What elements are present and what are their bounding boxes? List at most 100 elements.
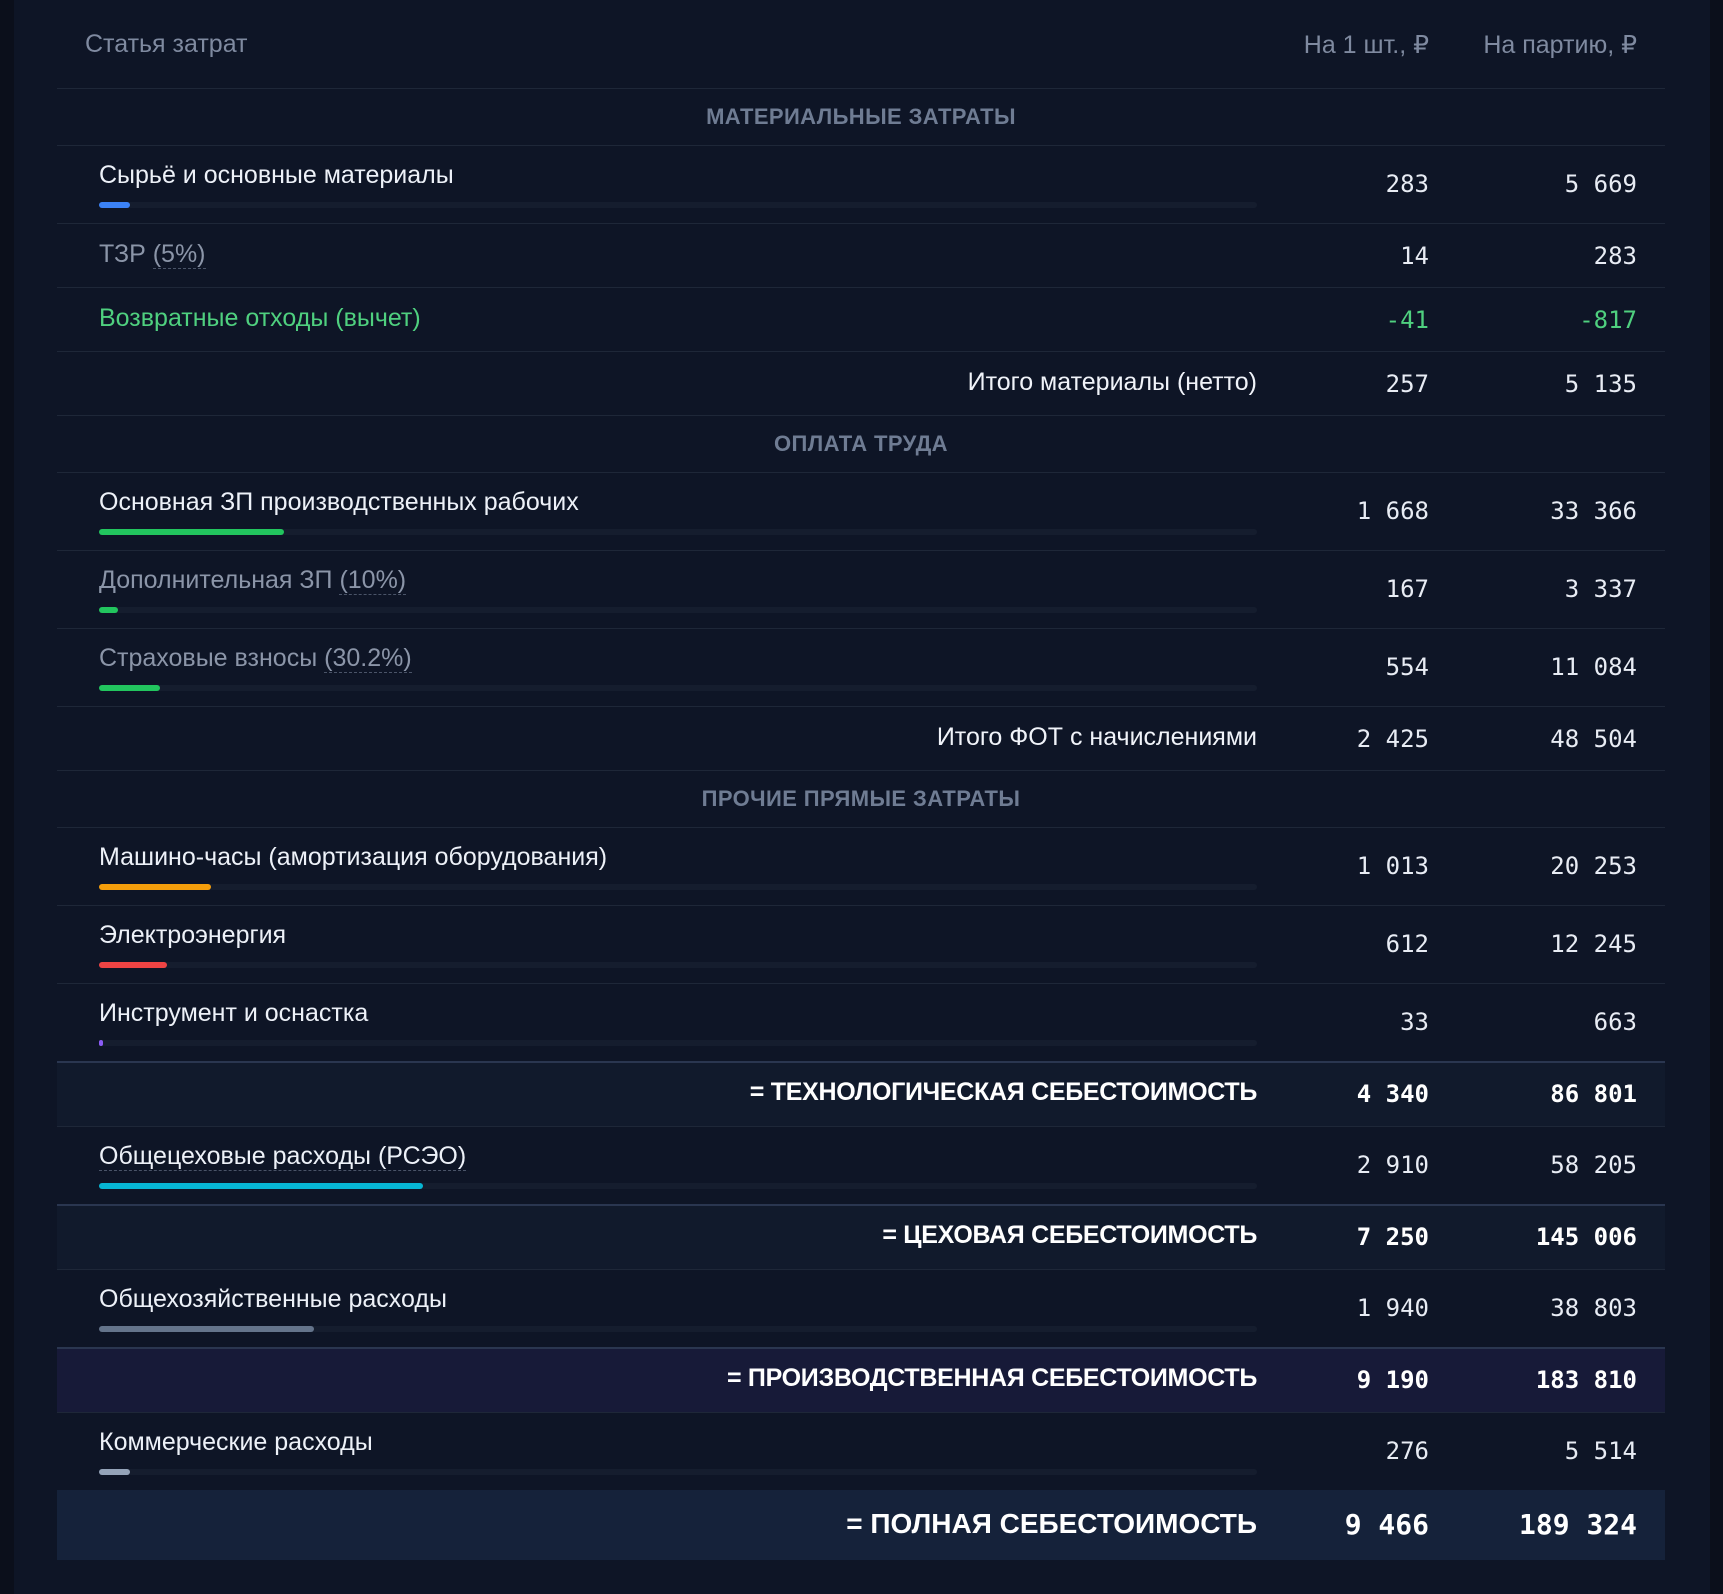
row-percent[interactable]: (30.2%) <box>324 644 412 673</box>
share-bar-track <box>99 607 1257 613</box>
share-bar-fill <box>99 1469 130 1475</box>
row-percent[interactable]: (10%) <box>339 566 407 595</box>
batch-cost: 3 337 <box>1564 575 1637 603</box>
subtotal-label: Итого материалы (нетто) <box>967 368 1257 396</box>
share-bar-fill <box>99 1326 314 1332</box>
row-label: Инструмент и оснастка <box>99 999 369 1027</box>
row-label: Коммерческие расходы <box>99 1428 373 1456</box>
unit-cost: 1 668 <box>1356 497 1429 525</box>
batch-cost: 663 <box>1593 1008 1637 1036</box>
share-bar-track <box>99 202 1257 208</box>
share-bar-track <box>99 1326 1257 1332</box>
row-tools[interactable]: Инструмент и оснастка 33 663 <box>57 984 1665 1061</box>
unit-cost: 9 190 <box>1356 1366 1429 1394</box>
row-electricity[interactable]: Электроэнергия 612 12 245 <box>57 906 1665 984</box>
row-label: Общехозяйственные расходы <box>99 1285 447 1313</box>
unit-cost: 283 <box>1385 170 1429 198</box>
batch-cost: 20 253 <box>1550 852 1637 880</box>
unit-cost: 554 <box>1385 653 1429 681</box>
unit-cost: 2 910 <box>1356 1151 1429 1179</box>
row-tzr[interactable]: ТЗР (5%) 14 283 <box>57 224 1665 288</box>
batch-cost: 5 514 <box>1564 1437 1637 1465</box>
row-general-expenses[interactable]: Общехозяйственные расходы 1 940 38 803 <box>57 1270 1665 1347</box>
section-materials: МАТЕРИАЛЬНЫЕ ЗАТРАТЫ <box>57 89 1665 146</box>
row-full-cost: = ПОЛНАЯ СЕБЕСТОИМОСТЬ 9 466 189 324 <box>57 1490 1665 1560</box>
batch-cost: 48 504 <box>1550 725 1637 753</box>
unit-cost: 4 340 <box>1356 1080 1429 1108</box>
batch-cost: 189 324 <box>1518 1508 1637 1541</box>
row-label: Страховые взносы <box>99 644 318 672</box>
share-bar-fill <box>99 884 211 890</box>
unit-cost: 257 <box>1385 370 1429 398</box>
share-bar-track <box>99 884 1257 890</box>
row-label-wrap: Общецеховые расходы (РСЭО) <box>99 1142 467 1171</box>
share-bar-track <box>99 529 1257 535</box>
row-label: Сырьё и основные материалы <box>99 161 454 189</box>
share-bar-fill <box>99 529 284 535</box>
total-label: = ЦЕХОВАЯ СЕБЕСТОИМОСТЬ <box>882 1221 1257 1249</box>
batch-cost: 12 245 <box>1550 930 1637 958</box>
row-label: Основная ЗП производственных рабочих <box>99 488 579 516</box>
column-header-unit: На 1 шт., ₽ <box>1303 31 1429 59</box>
total-label: = ПРОИЗВОДСТВЕННАЯ СЕБЕСТОИМОСТЬ <box>726 1364 1257 1392</box>
row-label[interactable]: Общецеховые расходы (РСЭО) <box>99 1142 467 1171</box>
batch-cost: 183 810 <box>1535 1366 1637 1394</box>
share-bar-fill <box>99 962 167 968</box>
share-bar-fill <box>99 202 130 208</box>
unit-cost: 1 013 <box>1356 852 1429 880</box>
share-bar-fill <box>99 1183 423 1189</box>
subtotal-label: Итого ФОТ с начислениями <box>936 723 1257 751</box>
row-label-wrap: ТЗР (5%) <box>99 240 206 269</box>
batch-cost: 5 669 <box>1564 170 1637 198</box>
row-base-wage[interactable]: Основная ЗП производственных рабочих 1 6… <box>57 473 1665 551</box>
column-header-batch: На партию, ₽ <box>1483 31 1637 59</box>
unit-cost: 33 <box>1400 1008 1429 1036</box>
section-other-direct: ПРОЧИЕ ПРЯМЫЕ ЗАТРАТЫ <box>57 771 1665 828</box>
batch-cost: 58 205 <box>1550 1151 1637 1179</box>
row-shop-expenses[interactable]: Общецеховые расходы (РСЭО) 2 910 58 205 <box>57 1127 1665 1204</box>
row-raw-materials[interactable]: Сырьё и основные материалы 283 5 669 <box>57 146 1665 224</box>
row-additional-wage[interactable]: Дополнительная ЗП (10%) 167 3 337 <box>57 551 1665 629</box>
unit-cost: 7 250 <box>1356 1223 1429 1251</box>
row-payroll-total: Итого ФОТ с начислениями 2 425 48 504 <box>57 707 1665 771</box>
column-header-item: Статья затрат <box>85 30 248 58</box>
batch-cost: 5 135 <box>1564 370 1637 398</box>
share-bar-track <box>99 1469 1257 1475</box>
row-label: Электроэнергия <box>99 921 287 949</box>
share-bar-fill <box>99 685 160 691</box>
section-labor: ОПЛАТА ТРУДА <box>57 416 1665 473</box>
share-bar-fill <box>99 607 118 613</box>
row-label: Машино-часы (амортизация оборудования) <box>99 843 608 871</box>
row-label-wrap: Дополнительная ЗП (10%) <box>99 566 407 595</box>
section-title: МАТЕРИАЛЬНЫЕ ЗАТРАТЫ <box>706 104 1016 129</box>
unit-cost: 1 940 <box>1356 1294 1429 1322</box>
batch-cost: 86 801 <box>1550 1080 1637 1108</box>
batch-cost: 11 084 <box>1550 653 1637 681</box>
unit-cost: -41 <box>1385 306 1429 334</box>
row-technological-cost: = ТЕХНОЛОГИЧЕСКАЯ СЕБЕСТОИМОСТЬ 4 340 86… <box>57 1061 1665 1127</box>
row-label: ТЗР <box>99 240 146 268</box>
row-machine-hours[interactable]: Машино-часы (амортизация оборудования) 1… <box>57 828 1665 906</box>
share-bar-track <box>99 1040 1257 1046</box>
batch-cost: 283 <box>1593 242 1637 270</box>
row-materials-total: Итого материалы (нетто) 257 5 135 <box>57 352 1665 416</box>
grand-total-label: = ПОЛНАЯ СЕБЕСТОИМОСТЬ <box>846 1508 1257 1539</box>
row-commercial-expenses[interactable]: Коммерческие расходы 276 5 514 <box>57 1413 1665 1490</box>
row-production-cost: = ПРОИЗВОДСТВЕННАЯ СЕБЕСТОИМОСТЬ 9 190 1… <box>57 1347 1665 1413</box>
share-bar-track <box>99 1183 1257 1189</box>
row-shop-cost: = ЦЕХОВАЯ СЕБЕСТОИМОСТЬ 7 250 145 006 <box>57 1204 1665 1270</box>
share-bar-track <box>99 962 1257 968</box>
cost-table: Статья затрат На 1 шт., ₽ На партию, ₽ М… <box>57 0 1665 1560</box>
table-header: Статья затрат На 1 шт., ₽ На партию, ₽ <box>57 0 1665 89</box>
unit-cost: 167 <box>1385 575 1429 603</box>
row-returnable-waste[interactable]: Возвратные отходы (вычет) -41 -817 <box>57 288 1665 352</box>
unit-cost: 9 466 <box>1344 1508 1429 1541</box>
row-percent[interactable]: (5%) <box>152 240 206 269</box>
cost-panel: Статья затрат На 1 шт., ₽ На партию, ₽ М… <box>14 0 1710 1594</box>
row-label-wrap: Страховые взносы (30.2%) <box>99 644 412 673</box>
section-title: ПРОЧИЕ ПРЯМЫЕ ЗАТРАТЫ <box>701 786 1021 811</box>
unit-cost: 2 425 <box>1356 725 1429 753</box>
unit-cost: 276 <box>1385 1437 1429 1465</box>
share-bar-fill <box>99 1040 103 1046</box>
row-insurance[interactable]: Страховые взносы (30.2%) 554 11 084 <box>57 629 1665 707</box>
